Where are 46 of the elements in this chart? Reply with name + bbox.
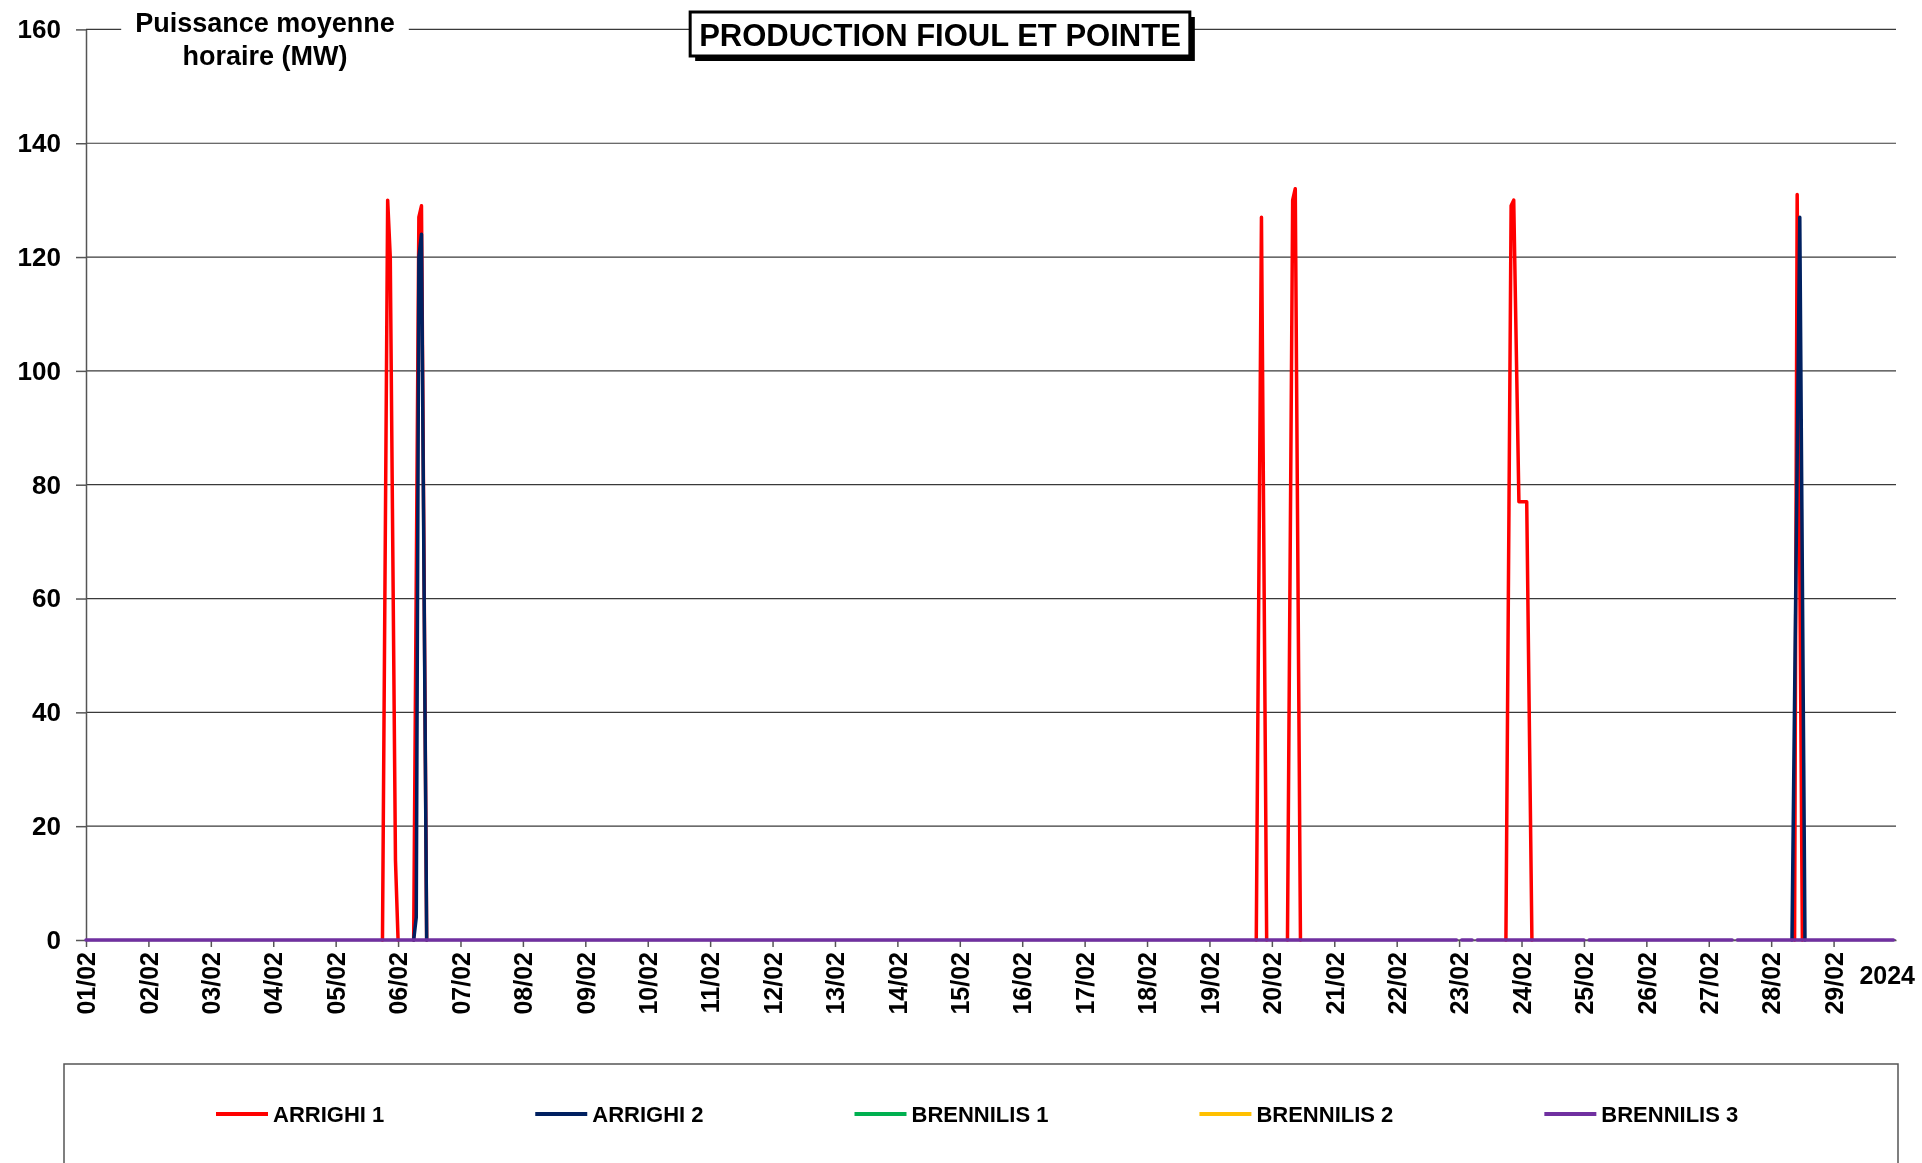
x-tick-label: 02/02 [134,952,163,1015]
x-tick-label: 03/02 [197,952,226,1015]
x-tick-label: 12/02 [758,952,787,1015]
x-tick-label: 20/02 [1258,952,1287,1015]
y-tick-label: 120 [17,241,61,272]
x-tick-label: 25/02 [1570,952,1599,1015]
y-tick-label: 140 [17,128,61,159]
x-tick-label: 23/02 [1445,952,1474,1015]
x-tick-label: 29/02 [1819,952,1848,1015]
x-tick-label: 04/02 [259,952,288,1015]
y-tick-label: 60 [32,583,61,614]
x-tick-label: 22/02 [1382,952,1411,1015]
x-tick-label: 14/02 [883,952,912,1015]
y-tick-label: 160 [17,14,61,45]
x-tick-label: 28/02 [1757,952,1786,1015]
legend-label: ARRIGHI 2 [592,1101,704,1127]
chart-title: PRODUCTION FIOUL ET POINTE [699,18,1181,53]
x-tick-label: 18/02 [1133,952,1162,1015]
x-tick-label: 11/02 [696,952,725,1014]
x-tick-label: 07/02 [446,952,475,1015]
x-tick-label: 09/02 [571,952,600,1015]
x-tick-label: 05/02 [321,952,350,1015]
x-tick-label: 27/02 [1695,952,1724,1015]
x-tick-label: 01/02 [72,952,101,1015]
x-tick-label: 17/02 [1070,952,1099,1015]
x-tick-label: 13/02 [821,952,850,1015]
y-tick-label: 0 [46,924,61,955]
x-tick-label: 16/02 [1008,952,1037,1015]
y-axis-title: Puissance moyenne horaire (MW) [135,8,395,71]
x-tick-label: 06/02 [384,952,413,1015]
legend-label: BRENNILIS 3 [1601,1101,1739,1127]
x-tick-label: 19/02 [1195,952,1224,1015]
legend-label: BRENNILIS 1 [911,1101,1049,1127]
y-tick-label: 40 [32,697,61,728]
x-tick-label: 08/02 [509,952,538,1015]
y-tick-label: 20 [32,810,61,841]
x-tick-label: 15/02 [946,952,975,1015]
x-tick-label: 26/02 [1632,952,1661,1015]
x-tick-label: 24/02 [1507,952,1536,1015]
x-tick-label: 10/02 [633,952,662,1015]
legend-label: BRENNILIS 2 [1256,1101,1394,1127]
x-axis-title: 2024 [1859,961,1916,989]
y-tick-label: 100 [17,355,61,386]
y-tick-label: 80 [32,469,61,500]
x-tick-label: 21/02 [1320,952,1349,1015]
legend-label: ARRIGHI 1 [273,1101,385,1127]
